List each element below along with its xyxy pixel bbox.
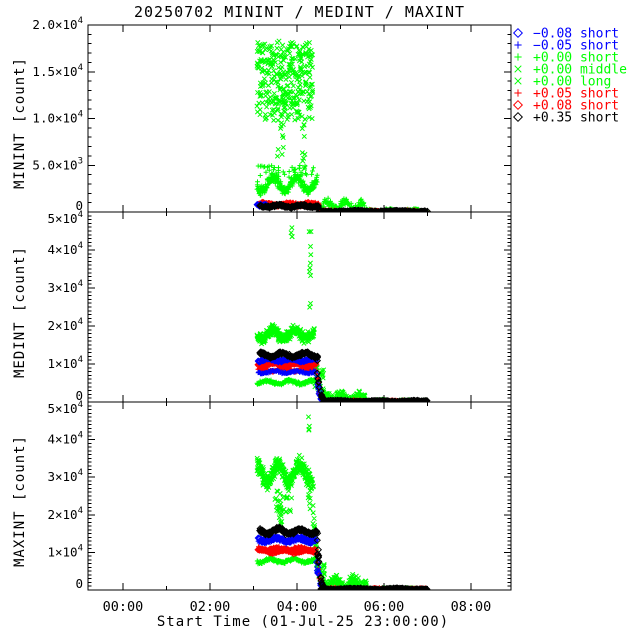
legend-entry: +0.08 short — [512, 99, 619, 114]
legend-label: +0.05 short — [533, 87, 619, 102]
x-tick-label: 00:00 — [103, 599, 144, 615]
scatter-segment — [254, 171, 320, 198]
legend-label: +0.35 short — [533, 111, 619, 126]
legend-entry: −0.08 short — [512, 27, 619, 42]
scatter-segment — [319, 396, 431, 402]
y-tick-label: 1.5×104 — [32, 63, 83, 79]
y-tick-label: 2×104 — [47, 506, 83, 522]
y-tick-label: 4×104 — [47, 241, 83, 257]
legend-entry: −0.05 short — [514, 39, 619, 54]
x-axis-title: Start Time (01-Jul-25 23:00:00) — [156, 614, 450, 630]
scatter-segment — [305, 414, 313, 512]
legend-entry: +0.05 short — [514, 87, 619, 102]
scatter-segment — [272, 488, 295, 515]
legend-label: +0.08 short — [533, 99, 619, 114]
legend-entry: +0.00 long — [514, 75, 611, 90]
y-tick-label: 4×104 — [47, 431, 83, 447]
legend-label: −0.05 short — [533, 39, 619, 54]
scatter-segment — [254, 376, 320, 388]
y-tick-label: 3×104 — [47, 279, 83, 295]
x-tick-label: 02:00 — [190, 599, 231, 615]
scatter-segment — [255, 163, 316, 180]
legend: −0.08 short−0.05 short+0.00 short+0.00 m… — [512, 27, 627, 126]
scatter-segment — [254, 452, 316, 494]
panel-medint: 5×104 4×104 3×104 2×104 1×104 0 — [47, 210, 512, 403]
scatter-segment — [306, 229, 314, 310]
panel-data-maxint — [254, 414, 431, 590]
legend-entry: +0.35 short — [512, 111, 619, 126]
y-tick-label: 2.0×104 — [32, 16, 83, 32]
y-tick-label: 3×104 — [47, 468, 83, 484]
scatter-segment — [254, 545, 320, 558]
scatter-segment — [255, 367, 319, 377]
scatter-segment — [256, 200, 323, 212]
axis-ticks — [88, 211, 511, 403]
x-tick-label: 04:00 — [277, 599, 318, 615]
y-tick-label: 1.0×104 — [32, 110, 83, 126]
y-tick-label: 2×104 — [47, 317, 83, 333]
scatter-segment — [317, 584, 431, 590]
x-tick-label: 08:00 — [451, 599, 492, 615]
plus-icon — [514, 53, 522, 61]
scatter-segment — [299, 122, 308, 172]
y-tick-label: 1×104 — [47, 543, 83, 559]
y-tick-label: 5×104 — [47, 210, 83, 226]
panel-data-medint — [254, 225, 431, 402]
legend-entry: +0.00 middle — [514, 63, 627, 78]
scatter-segment — [256, 523, 321, 539]
scatter-segment — [254, 321, 317, 347]
scatter-segment — [254, 555, 320, 567]
cross-icon — [514, 65, 522, 73]
scatter-segment — [255, 536, 319, 547]
scatter-segment — [256, 348, 321, 362]
axis-ticks — [88, 24, 511, 213]
x-tick-label: 06:00 — [364, 599, 405, 615]
scatter-segment — [288, 225, 295, 240]
scatter-segment — [254, 353, 320, 366]
plus-icon — [514, 89, 522, 97]
legend-entry: +0.00 short — [514, 51, 619, 66]
panel-maxint: 5×104 4×104 3×104 2×104 1×104 0 — [47, 400, 512, 591]
legend-label: +0.00 middle — [533, 63, 627, 78]
diamond-icon — [512, 111, 524, 123]
y-tick-label: 0 — [75, 198, 83, 213]
y-tick-label: 5.0×103 — [32, 156, 83, 172]
chart-title: 20250702 MININT / MEDINT / MAXINT — [133, 3, 465, 21]
plus-icon — [514, 41, 522, 49]
scatter-segment — [274, 120, 286, 159]
legend-label: +0.00 long — [533, 75, 611, 90]
diamond-icon — [512, 99, 524, 111]
y-tick-label: 5×104 — [47, 400, 83, 416]
axis-ticks — [88, 401, 511, 591]
panel-data-minint — [253, 38, 431, 212]
scatter-segment — [256, 43, 313, 112]
legend-label: −0.08 short — [533, 27, 619, 42]
panel-minint: 2.0×104 1.5×104 1.0×104 5.0×103 0 — [32, 16, 512, 213]
cross-icon — [514, 77, 522, 85]
y-tick-label: 0 — [75, 388, 83, 403]
y-tick-label: 0 — [75, 576, 83, 591]
y-tick-label: 1×104 — [47, 355, 83, 371]
legend-label: +0.00 short — [533, 51, 619, 66]
diamond-icon — [512, 27, 524, 39]
